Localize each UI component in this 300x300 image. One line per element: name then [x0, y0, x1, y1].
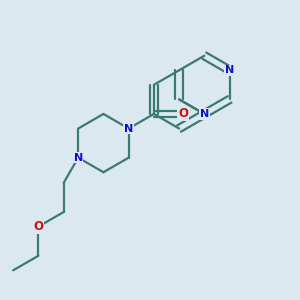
Text: N: N: [124, 124, 133, 134]
Text: N: N: [225, 65, 234, 75]
Text: N: N: [74, 153, 83, 163]
Text: N: N: [200, 109, 209, 119]
Text: O: O: [33, 220, 43, 233]
Text: O: O: [178, 107, 188, 121]
